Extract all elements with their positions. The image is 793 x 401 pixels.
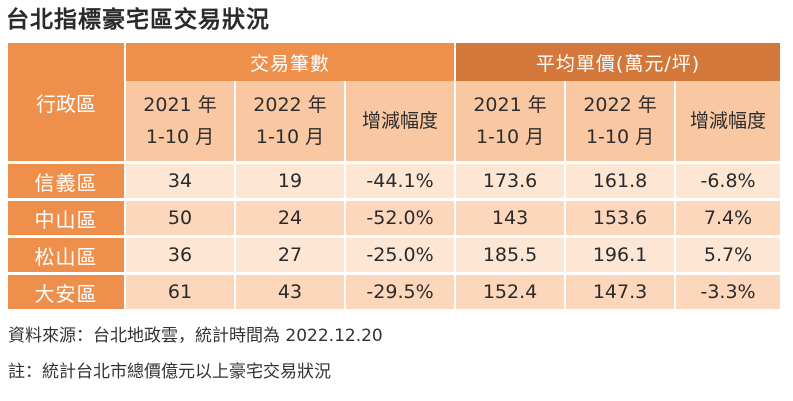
tx-change-header: 增減幅度 <box>344 81 455 161</box>
tx-2021-cell: 50 <box>124 198 234 235</box>
footnote: 註：統計台北市總價億元以上豪宅交易狀況 <box>8 362 331 382</box>
tx-change-cell: -52.0% <box>344 198 455 235</box>
tx-change-cell: -29.5% <box>344 272 455 309</box>
price-2022-cell: 147.3 <box>564 272 675 309</box>
district-cell: 大安區 <box>8 272 124 309</box>
price-2022-cell: 153.6 <box>564 198 675 235</box>
tx-change-cell: -44.1% <box>344 161 455 198</box>
tx-2021-header: 2021 年 1-10 月 <box>124 81 234 161</box>
source-note: 資料來源：台北地政雲，統計時間為 2022.12.20 <box>8 326 383 346</box>
table-row: 大安區 61 43 -29.5% 152.4 147.3 -3.3% <box>8 272 781 309</box>
price-2022-cell: 196.1 <box>564 235 675 272</box>
price-2021-header-text: 2021 年 1-10 月 <box>473 94 547 148</box>
price-2022-header: 2022 年 1-10 月 <box>564 81 675 161</box>
tx-2021-cell: 61 <box>124 272 234 309</box>
price-2022-cell: 161.8 <box>564 161 675 198</box>
district-cell: 松山區 <box>8 235 124 272</box>
tx-2022-cell: 24 <box>234 198 344 235</box>
tx-2021-header-text: 2021 年 1-10 月 <box>143 94 217 148</box>
table-row: 中山區 50 24 -52.0% 143 153.6 7.4% <box>8 198 781 235</box>
tx-2022-header-text: 2022 年 1-10 月 <box>253 94 327 148</box>
price-change-header: 增減幅度 <box>674 81 781 161</box>
tx-2021-cell: 34 <box>124 161 234 198</box>
price-2021-cell: 152.4 <box>454 272 565 309</box>
tx-2022-cell: 19 <box>234 161 344 198</box>
price-2021-cell: 173.6 <box>454 161 565 198</box>
page-title: 台北指標豪宅區交易狀況 <box>6 7 270 33</box>
price-change-cell: 5.7% <box>674 235 781 272</box>
tx-2022-cell: 43 <box>234 272 344 309</box>
price-change-cell: 7.4% <box>674 198 781 235</box>
price-2021-cell: 185.5 <box>454 235 565 272</box>
tx-2022-header: 2022 年 1-10 月 <box>234 81 344 161</box>
transaction-table: 行政區 交易筆數 平均單價(萬元/坪) 2021 年 1-10 月 2022 年… <box>8 43 781 309</box>
price-change-cell: -6.8% <box>674 161 781 198</box>
price-2022-header-text: 2022 年 1-10 月 <box>583 94 657 148</box>
price-2021-header: 2021 年 1-10 月 <box>454 81 565 161</box>
transaction-count-group-header: 交易筆數 <box>124 43 455 81</box>
district-cell: 中山區 <box>8 198 124 235</box>
average-price-group-header: 平均單價(萬元/坪) <box>454 43 781 81</box>
tx-change-cell: -25.0% <box>344 235 455 272</box>
price-2021-cell: 143 <box>454 198 565 235</box>
table-row: 信義區 34 19 -44.1% 173.6 161.8 -6.8% <box>8 161 781 198</box>
tx-2021-cell: 36 <box>124 235 234 272</box>
table-row: 松山區 36 27 -25.0% 185.5 196.1 5.7% <box>8 235 781 272</box>
tx-2022-cell: 27 <box>234 235 344 272</box>
district-cell: 信義區 <box>8 161 124 198</box>
district-column-header: 行政區 <box>8 43 124 161</box>
price-change-cell: -3.3% <box>674 272 781 309</box>
